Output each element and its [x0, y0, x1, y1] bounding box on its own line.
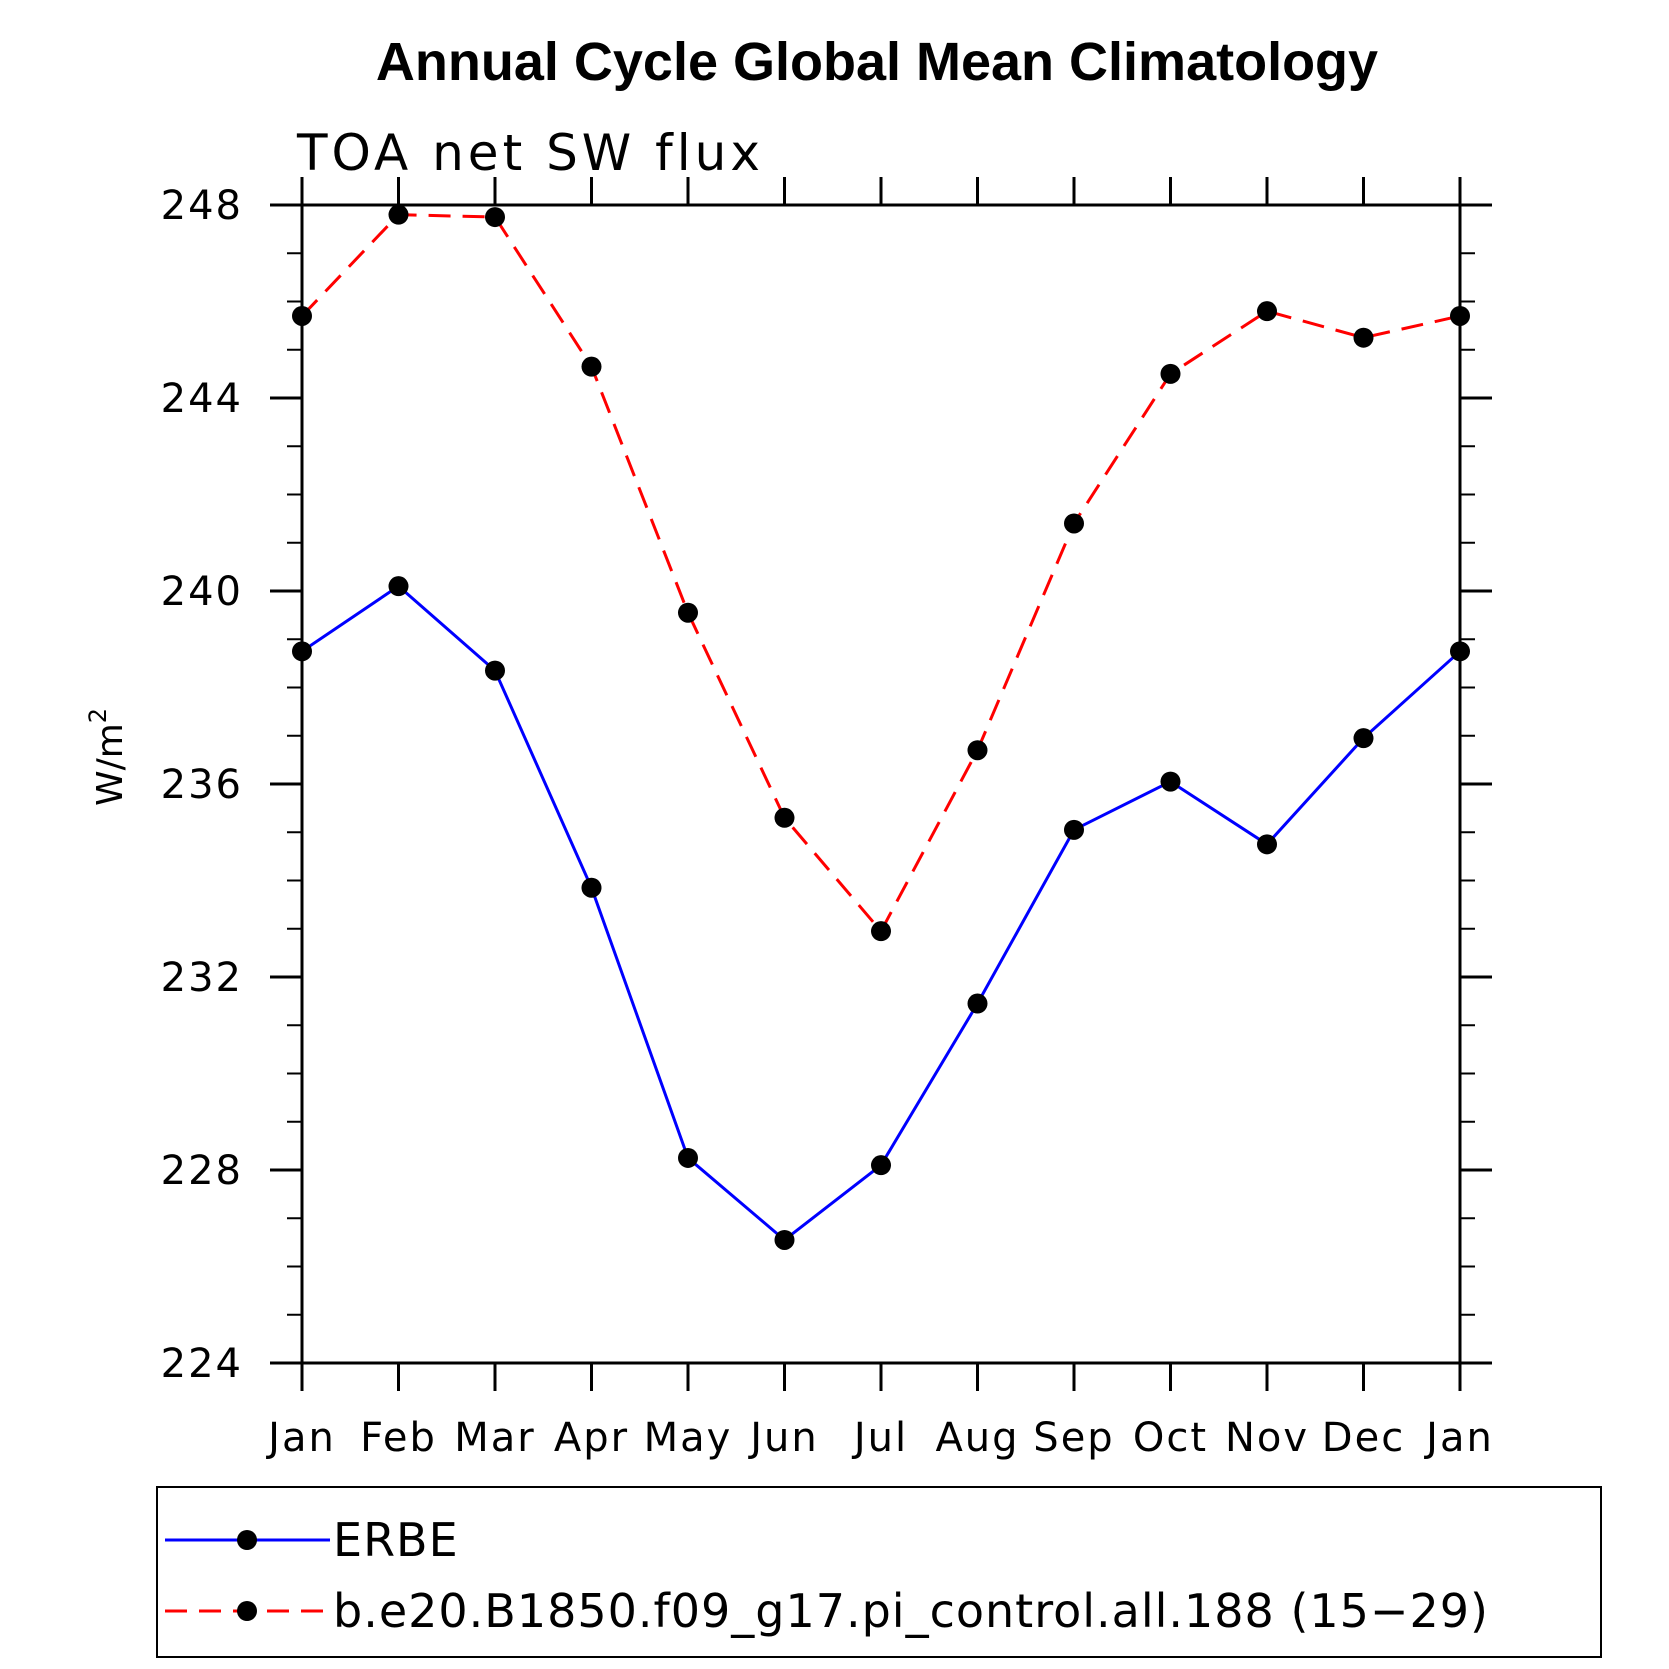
y-axis-label: W/m2 — [84, 708, 131, 806]
chart-subtitle: TOA net SW flux — [296, 124, 764, 182]
series-0-point — [1450, 641, 1470, 662]
y-axis-label-text: W/m — [90, 723, 131, 806]
series-line-0 — [301, 584, 1462, 1242]
x-tick-label: Dec — [1322, 1415, 1405, 1461]
y-tick-label: 232 — [161, 955, 243, 1001]
x-tick-label: Mar — [454, 1415, 535, 1461]
series-0-point — [871, 1155, 891, 1176]
series-0-point — [485, 660, 505, 681]
plot-area: 224 228 232 236 240 244 248 Jan Feb Mar Apr May Jun J… — [161, 177, 1494, 1461]
x-tick-label: Oct — [1133, 1415, 1208, 1461]
x-tick-label: Jun — [747, 1415, 819, 1461]
series-0-point — [1064, 819, 1084, 840]
series-0-point — [1257, 834, 1277, 855]
series-1-point — [967, 740, 988, 761]
plot-frame — [300, 203, 1462, 1365]
series-0-point — [774, 1229, 795, 1250]
series-0-point — [1353, 728, 1374, 749]
x-tick-label: Aug — [935, 1415, 1019, 1461]
series-1-point — [1257, 301, 1277, 322]
y-tick-label: 240 — [161, 569, 243, 615]
x-tick-label: Apr — [554, 1415, 629, 1461]
legend: ERBE b.e20.B1850.f09_g17.pi_control.all.1… — [156, 1486, 1602, 1658]
series-0-point — [1160, 771, 1181, 792]
chart-title: Annual Cycle Global Mean Climatology — [376, 32, 1378, 92]
series-0-point — [292, 641, 312, 662]
series-1-point — [1450, 305, 1470, 326]
x-tick-label: Sep — [1033, 1415, 1114, 1461]
series-0-point — [388, 576, 409, 597]
x-tick-label: Nov — [1225, 1415, 1309, 1461]
x-tick-label: Jan — [1423, 1415, 1494, 1461]
y-tick-label: 248 — [161, 183, 243, 229]
series-1-point — [1160, 363, 1181, 384]
legend-marker-0 — [237, 1530, 257, 1550]
series-1-point — [1353, 327, 1374, 348]
legend-marker-1 — [237, 1601, 257, 1621]
legend-label-0: ERBE — [333, 1513, 459, 1567]
series-1-point — [1064, 513, 1084, 534]
x-tick-label: Feb — [360, 1415, 437, 1461]
series-0-point — [967, 993, 988, 1014]
y-tick-label: 244 — [161, 376, 243, 422]
series-0-point — [678, 1147, 698, 1168]
series-1-point — [388, 204, 409, 225]
y-axis-label-superscript: 2 — [84, 708, 112, 723]
series-1-point — [774, 807, 795, 828]
series-0-point — [581, 877, 602, 898]
legend-label-1: b.e20.B1850.f09_g17.pi_control.all.188 (… — [333, 1584, 1489, 1638]
y-tick-label: 228 — [161, 1148, 243, 1194]
series-1-point — [678, 602, 698, 623]
y-tick-label: 224 — [161, 1341, 243, 1387]
y-tick-label: 236 — [161, 762, 243, 808]
series-1-point — [292, 305, 312, 326]
x-tick-label: May — [644, 1415, 733, 1461]
series-1-point — [581, 356, 602, 377]
series-1-point — [871, 921, 891, 942]
legend-items: ERBE b.e20.B1850.f09_g17.pi_control.all.1… — [165, 1513, 1489, 1638]
x-tick-label: Jul — [851, 1415, 908, 1461]
legend-box — [156, 1486, 1602, 1658]
x-tick-label: Jan — [265, 1415, 336, 1461]
series-1-point — [485, 207, 505, 228]
